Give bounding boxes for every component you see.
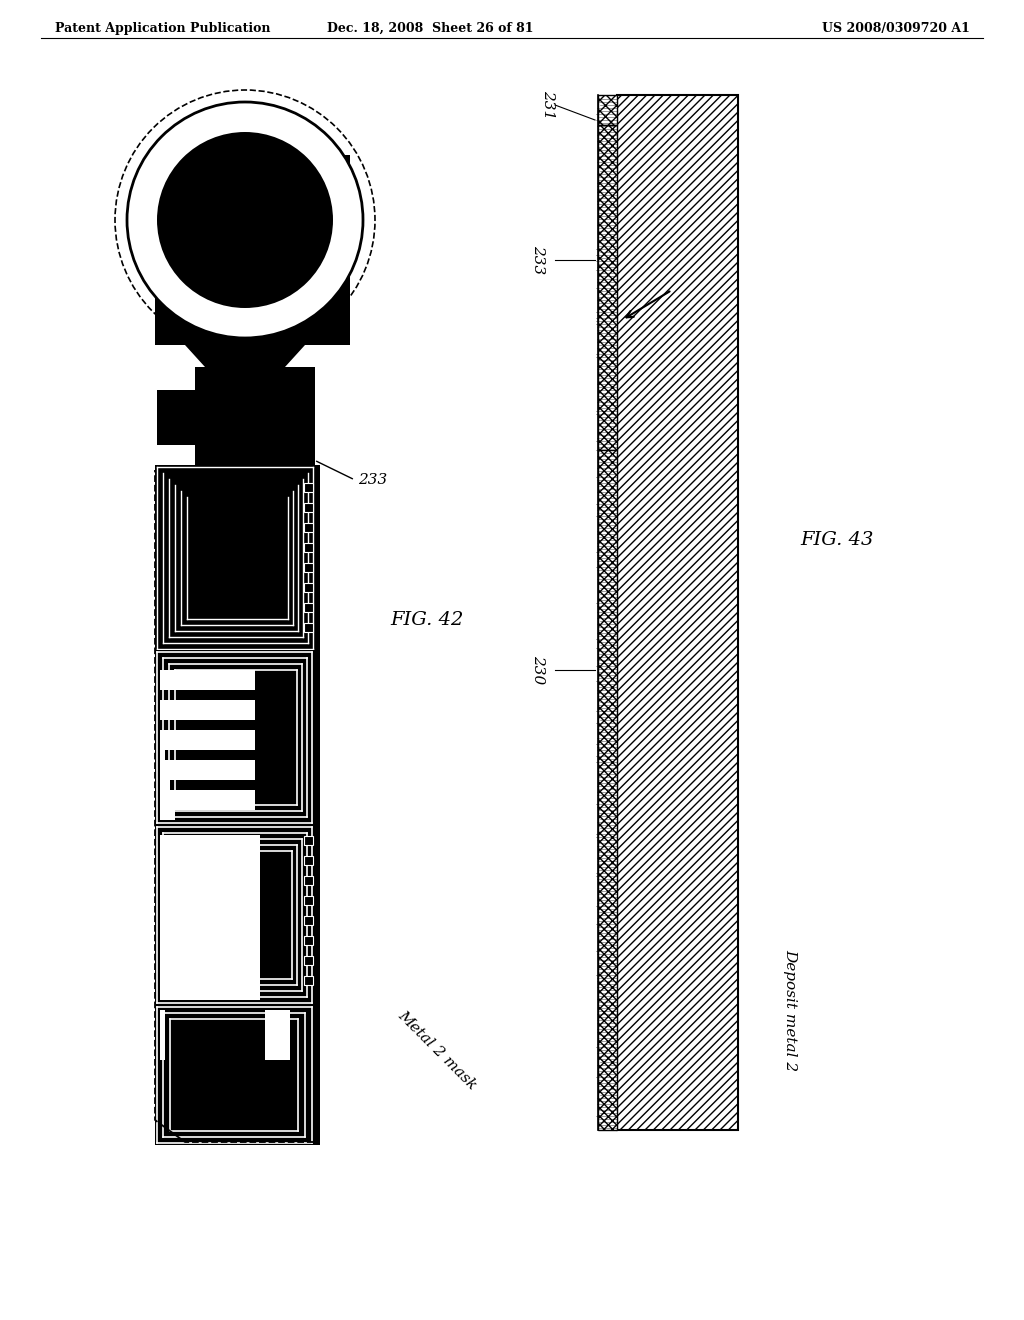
Bar: [175, 810, 300, 820]
Bar: [155, 690, 319, 700]
Bar: [160, 719, 315, 730]
Text: Dec. 18, 2008  Sheet 26 of 81: Dec. 18, 2008 Sheet 26 of 81: [327, 22, 534, 36]
Bar: [155, 154, 350, 345]
Polygon shape: [185, 345, 305, 367]
Bar: [304, 916, 313, 925]
Bar: [304, 523, 313, 532]
Bar: [304, 855, 313, 865]
Bar: [160, 1010, 290, 1060]
Bar: [155, 649, 319, 825]
Text: US 2008/0309720 A1: US 2008/0309720 A1: [822, 22, 970, 36]
Circle shape: [157, 132, 333, 308]
Bar: [157, 389, 195, 445]
Bar: [304, 503, 313, 512]
Bar: [160, 660, 255, 820]
Bar: [170, 780, 305, 789]
Bar: [155, 465, 319, 649]
Bar: [304, 896, 313, 906]
Bar: [304, 483, 313, 492]
Bar: [304, 975, 313, 985]
Bar: [598, 95, 617, 125]
Bar: [155, 825, 319, 1005]
Bar: [304, 836, 313, 845]
Bar: [304, 583, 313, 591]
Text: 233: 233: [358, 473, 387, 487]
Bar: [155, 1005, 319, 1144]
Bar: [304, 543, 313, 552]
Text: 230: 230: [531, 655, 545, 685]
Text: Deposit metal 2: Deposit metal 2: [783, 949, 797, 1071]
Bar: [160, 836, 260, 1001]
Bar: [304, 956, 313, 965]
Text: Metal 2 mask: Metal 2 mask: [395, 1008, 479, 1092]
Bar: [155, 649, 319, 671]
Bar: [165, 750, 310, 760]
Bar: [304, 623, 313, 632]
Text: Patent Application Publication: Patent Application Publication: [55, 22, 270, 36]
Bar: [304, 876, 313, 884]
Bar: [617, 95, 738, 1130]
Text: FIG. 42: FIG. 42: [390, 611, 464, 630]
Circle shape: [127, 102, 362, 338]
Text: 231: 231: [541, 90, 555, 120]
Bar: [304, 603, 313, 612]
Text: 233: 233: [531, 246, 545, 275]
Bar: [165, 1010, 265, 1100]
Bar: [304, 564, 313, 572]
Bar: [598, 450, 617, 1130]
Text: FIG. 43: FIG. 43: [800, 531, 873, 549]
Bar: [598, 125, 617, 450]
Bar: [195, 367, 315, 465]
Bar: [304, 936, 313, 945]
